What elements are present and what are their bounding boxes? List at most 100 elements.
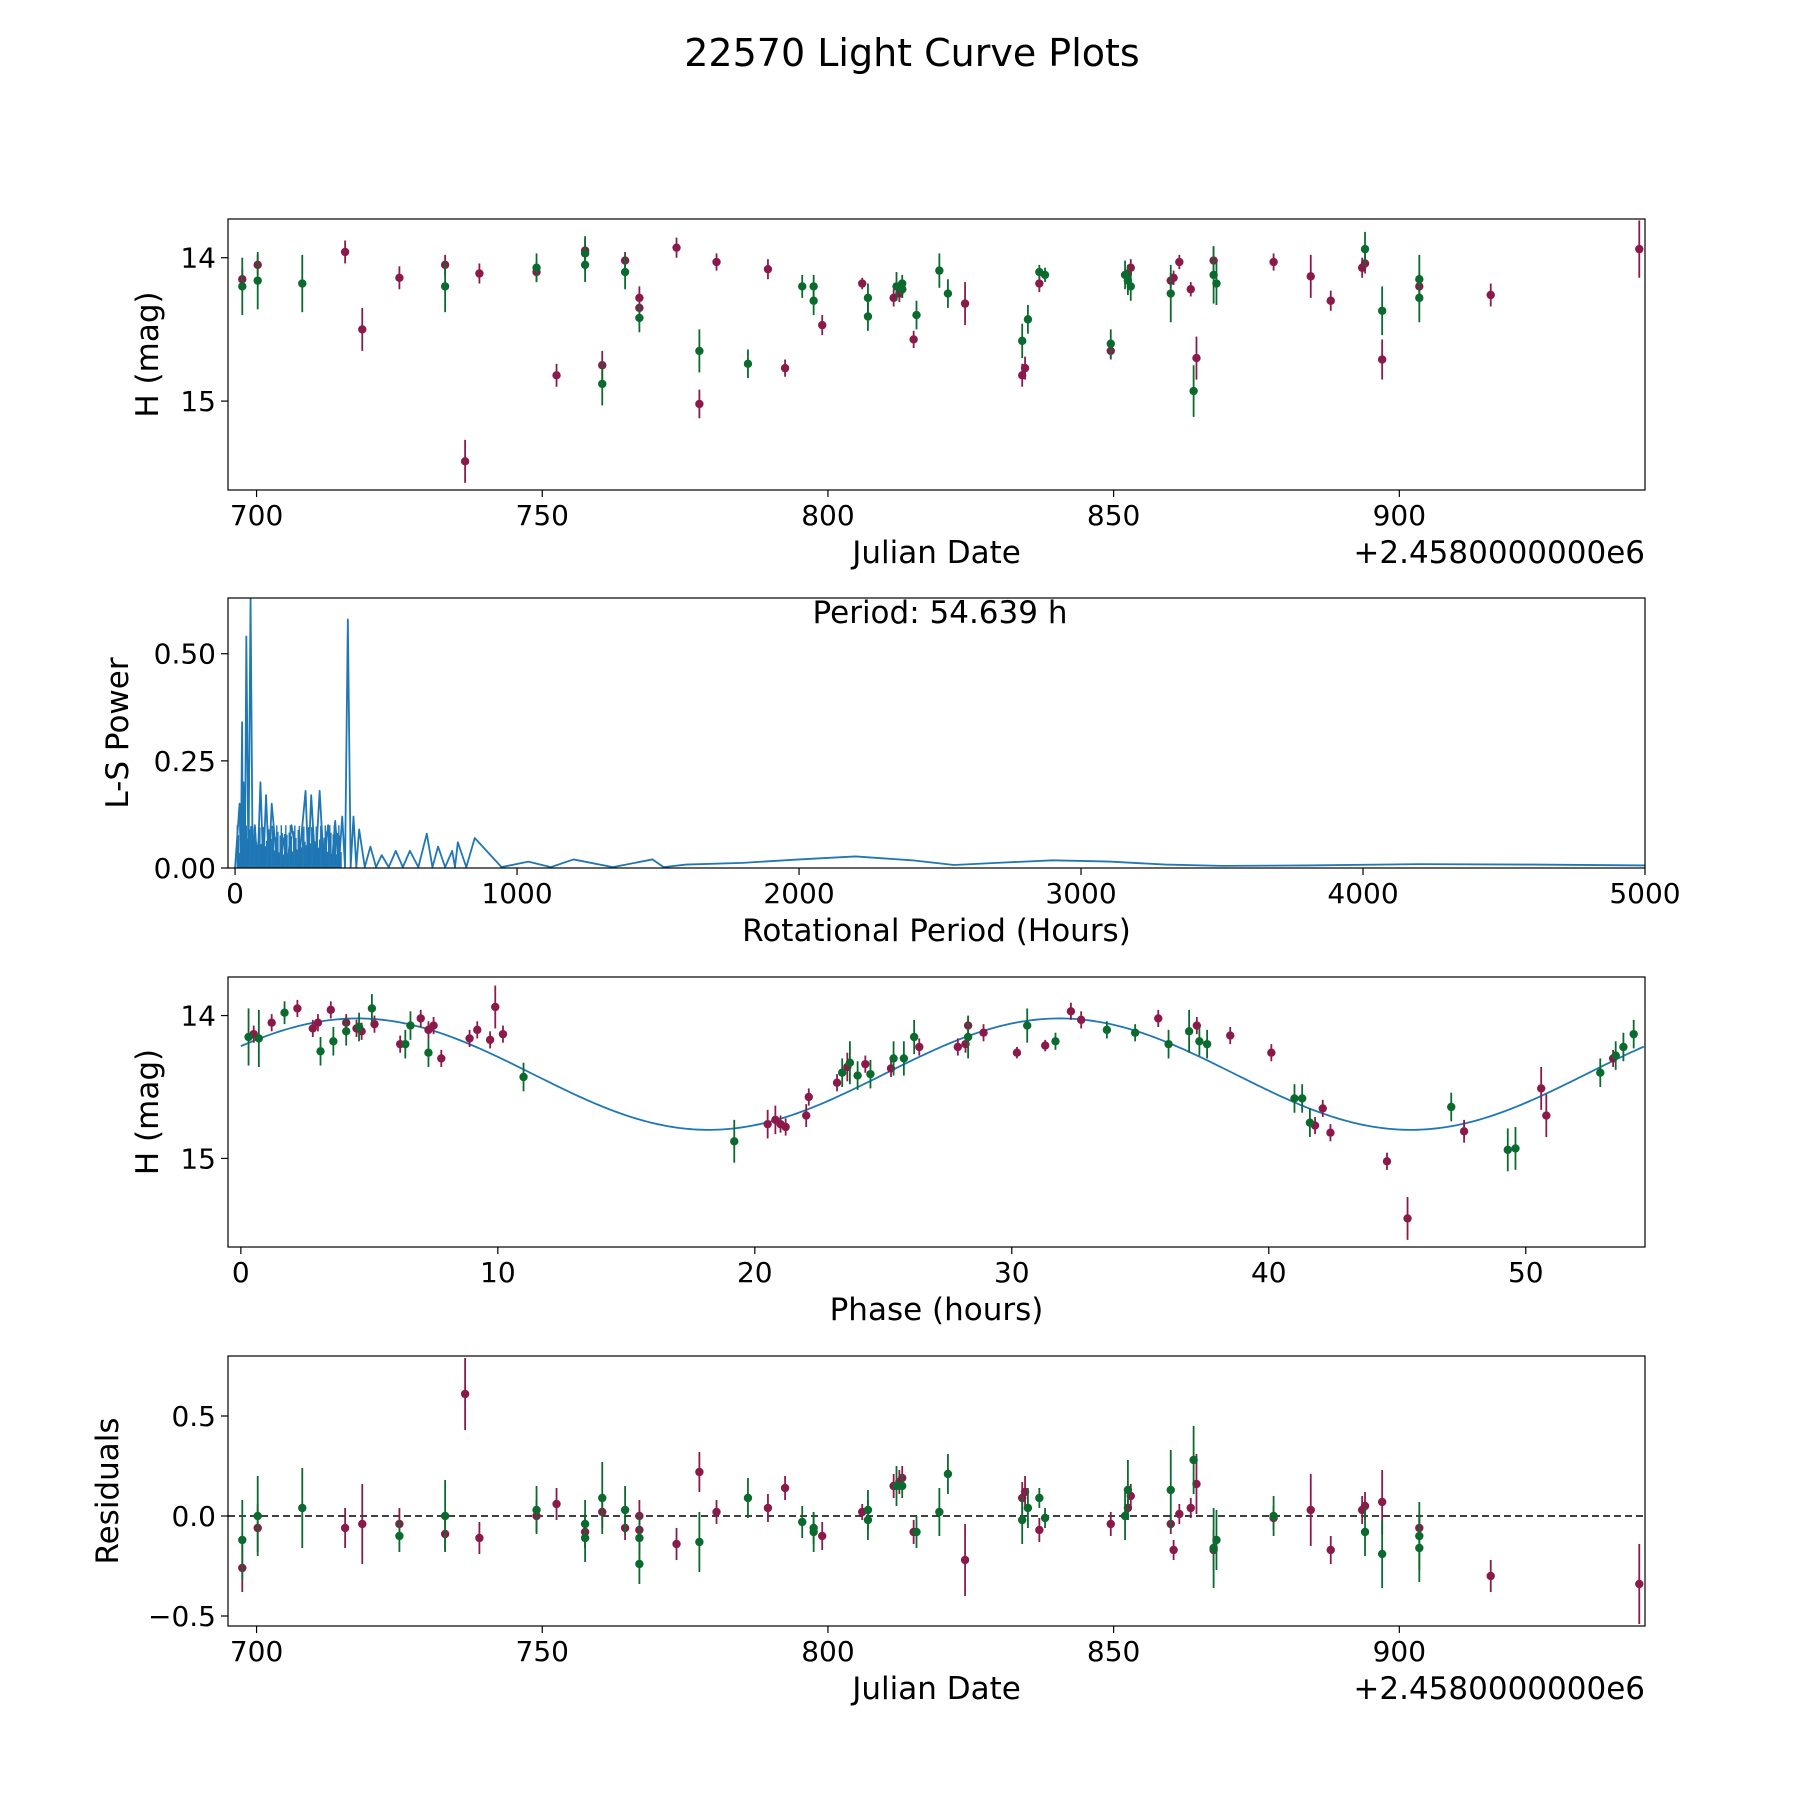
data-point <box>1306 1505 1315 1515</box>
data-point <box>1023 315 1033 324</box>
data-point <box>1106 1519 1115 1529</box>
data-point <box>498 1029 508 1039</box>
data-point <box>1123 1485 1133 1495</box>
data-point <box>1189 1455 1198 1465</box>
data-point <box>406 1021 415 1030</box>
phased-plot-area <box>240 985 1645 1240</box>
data-point <box>1415 293 1424 303</box>
data-point <box>1619 1042 1628 1052</box>
data-point <box>809 1527 818 1537</box>
periodogram-axes-frame <box>227 597 1646 869</box>
data-point <box>280 1008 289 1017</box>
data-point <box>889 1054 898 1063</box>
data-point <box>532 263 541 272</box>
data-point <box>1202 1039 1212 1049</box>
data-point <box>267 1018 276 1027</box>
data-point <box>743 1493 753 1503</box>
data-point <box>943 1469 953 1479</box>
residuals-plot-area <box>228 1358 1645 1624</box>
data-point <box>1166 1485 1175 1495</box>
data-point <box>1169 1545 1178 1555</box>
data-point <box>672 243 681 252</box>
data-point <box>1377 355 1387 364</box>
data-point <box>858 279 867 288</box>
data-point <box>1076 1015 1086 1025</box>
data-point <box>798 282 807 291</box>
data-point <box>635 1533 644 1543</box>
x-tick-label: 900 <box>1373 1635 1426 1668</box>
x-tick-label: 3000 <box>1045 877 1116 910</box>
data-point <box>1040 270 1050 280</box>
data-point <box>943 289 953 298</box>
data-point <box>1297 1094 1307 1103</box>
data-point <box>1018 1515 1027 1525</box>
data-point <box>358 325 367 334</box>
data-point <box>1040 1513 1050 1523</box>
data-point <box>440 282 450 291</box>
period-annotation: Period: 54.639 h <box>813 595 1068 631</box>
x-tick-label: 40 <box>1251 1256 1287 1289</box>
residuals-axes-frame <box>227 1355 1646 1627</box>
y-tick-label: 14 <box>180 1000 216 1033</box>
residuals-series-filter-b <box>238 1426 1424 1588</box>
data-point <box>818 320 827 330</box>
x-tick-label: 900 <box>1373 499 1426 532</box>
data-point <box>1186 1503 1195 1513</box>
data-point <box>1290 1094 1299 1103</box>
data-point <box>1326 1128 1335 1137</box>
panel-periodogram: Period: 54.639 h 0 1000 2000 3000 4000 5000 0.0… <box>100 595 1681 949</box>
data-point <box>580 249 590 258</box>
data-point <box>395 273 404 282</box>
data-point <box>695 346 704 356</box>
data-point <box>635 313 644 323</box>
data-point <box>1175 1509 1184 1519</box>
data-point <box>308 1024 318 1033</box>
data-point <box>1175 257 1184 267</box>
data-point <box>695 399 704 409</box>
data-point <box>1635 244 1644 254</box>
data-point <box>313 1018 323 1027</box>
data-point <box>1212 1535 1221 1545</box>
data-point <box>1360 1527 1370 1537</box>
data-point <box>1486 1571 1495 1581</box>
data-point <box>863 293 873 303</box>
data-point <box>253 276 262 285</box>
data-point <box>866 1069 875 1079</box>
data-point <box>1377 1549 1387 1559</box>
data-point <box>635 293 644 303</box>
data-point <box>1536 1084 1546 1093</box>
data-point <box>1382 1157 1392 1166</box>
data-point <box>340 1523 350 1533</box>
data-point <box>1041 1041 1050 1050</box>
data-point <box>743 359 753 369</box>
data-point <box>1035 279 1044 288</box>
data-point <box>485 1035 495 1045</box>
x-tick-label: 850 <box>1087 1635 1140 1668</box>
data-point <box>1195 1037 1204 1046</box>
data-point <box>340 247 350 257</box>
data-point <box>1164 1039 1173 1049</box>
x-offset-label: +2.4580000000e6 <box>1353 1671 1645 1707</box>
data-point <box>395 1531 404 1541</box>
data-point <box>1154 1014 1163 1023</box>
data-point <box>780 1483 790 1493</box>
data-point <box>253 1511 262 1521</box>
data-point <box>912 310 921 320</box>
panels: 700 750 800 850 900 15 14 Julian Date H (mag) +2.… <box>90 218 1681 1707</box>
data-point <box>424 1048 433 1057</box>
data-point <box>832 1078 842 1087</box>
x-tick-label: 750 <box>516 499 569 532</box>
data-point <box>845 1058 855 1067</box>
data-point <box>465 1034 474 1043</box>
data-point <box>1542 1111 1551 1120</box>
data-point <box>1611 1051 1620 1060</box>
data-point <box>298 279 307 288</box>
x-offset-label: +2.4580000000e6 <box>1353 535 1645 571</box>
y-tick-label: 0.0 <box>171 1500 216 1533</box>
y-tick-label: 14 <box>180 242 216 275</box>
data-point <box>1403 1214 1412 1223</box>
data-point <box>953 1042 963 1052</box>
y-tick-label: 15 <box>180 1142 216 1175</box>
data-point <box>1326 1545 1335 1555</box>
data-point <box>460 457 470 466</box>
